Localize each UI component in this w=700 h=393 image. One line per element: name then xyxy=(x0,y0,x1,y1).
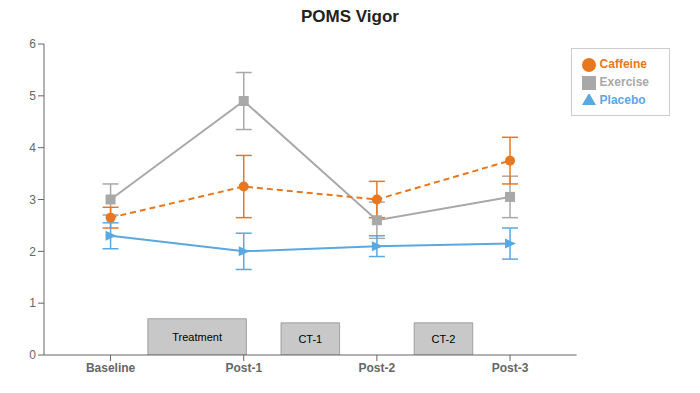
svg-text:6: 6 xyxy=(29,37,36,51)
svg-text:Post-3: Post-3 xyxy=(492,361,529,375)
svg-text:CT-2: CT-2 xyxy=(432,333,456,345)
svg-text:Treatment: Treatment xyxy=(172,331,222,343)
svg-text:1: 1 xyxy=(29,296,36,310)
svg-text:5: 5 xyxy=(29,89,36,103)
html-text:POMS Vigor: POMS Vigor xyxy=(301,7,399,26)
svg-text:0: 0 xyxy=(29,348,36,362)
html-text:Exercise: Exercise xyxy=(599,75,649,89)
html-text:Caffeine: Caffeine xyxy=(599,57,647,71)
svg-text:Post-2: Post-2 xyxy=(359,361,396,375)
svg-text:Baseline: Baseline xyxy=(86,361,136,375)
svg-text:3: 3 xyxy=(29,193,36,207)
svg-text:2: 2 xyxy=(29,245,36,259)
svg-text:CT-1: CT-1 xyxy=(298,333,322,345)
svg-text:4: 4 xyxy=(29,141,36,155)
html-text:Placebo: Placebo xyxy=(599,93,646,107)
svg-text:Post-1: Post-1 xyxy=(225,361,262,375)
